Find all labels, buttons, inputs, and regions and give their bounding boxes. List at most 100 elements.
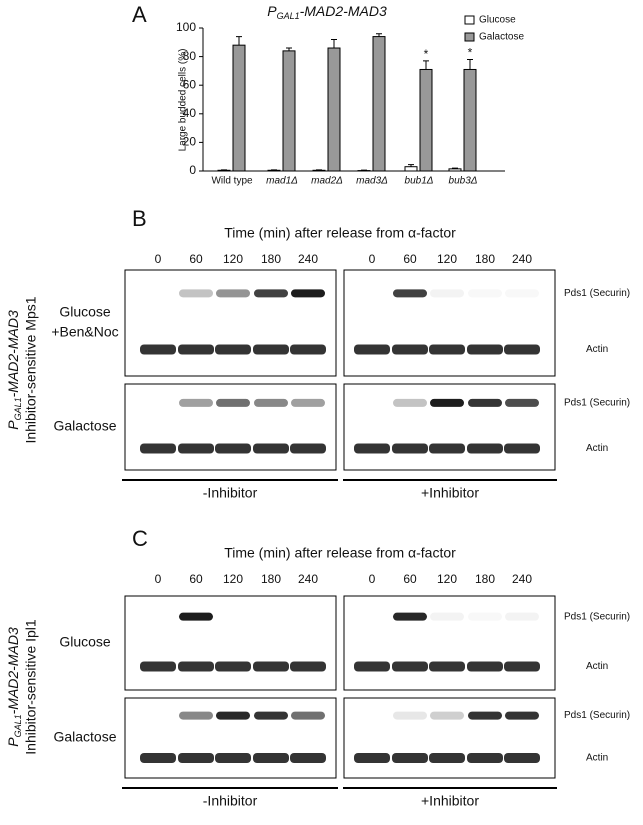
strain-label: Inhibitor-sensitive Ipl1	[23, 619, 39, 755]
band	[392, 753, 428, 763]
band	[429, 344, 465, 355]
genotype-part: -MAD2-MAD3	[300, 3, 387, 19]
x-tick-label: bub3Δ	[449, 176, 478, 187]
blot	[343, 383, 556, 471]
band	[140, 344, 176, 355]
genotype-part: -MAD2-MAD3	[5, 310, 21, 397]
blot	[124, 383, 337, 471]
panel-label: C	[132, 526, 148, 551]
band	[467, 344, 503, 355]
blot	[124, 269, 337, 377]
time-label: 180	[475, 572, 495, 586]
panel-label: B	[132, 206, 147, 231]
y-tick-label: 60	[183, 77, 197, 91]
time-title: Time (min) after release from α-factor	[224, 545, 456, 561]
blot	[124, 697, 337, 779]
genotype-part: -MAD2-MAD3	[5, 627, 21, 714]
band	[290, 443, 326, 454]
band	[254, 711, 288, 720]
band	[179, 612, 213, 621]
bar	[463, 68, 477, 172]
genotype-subscript: GAL1	[13, 397, 23, 420]
error-bar	[286, 47, 292, 51]
band	[178, 753, 214, 763]
band	[504, 344, 540, 355]
band	[216, 398, 250, 407]
band	[393, 711, 427, 720]
strain-label: Inhibitor-sensitive Mps1	[23, 296, 39, 443]
bar	[448, 168, 462, 172]
time-label: 0	[369, 572, 376, 586]
genotype-subscript: GAL1	[277, 11, 300, 21]
band	[216, 711, 250, 720]
condition-label: Glucose	[59, 304, 111, 320]
condition-label: Galactose	[53, 729, 116, 745]
band-label: Pds1 (Securin)	[564, 611, 630, 622]
genotype-part: P	[5, 737, 21, 747]
band	[505, 612, 539, 621]
time-label: 120	[223, 572, 243, 586]
band	[179, 398, 213, 407]
band	[467, 753, 503, 763]
band	[393, 398, 427, 407]
band-label: Actin	[586, 344, 608, 355]
band	[468, 711, 502, 720]
band	[468, 398, 502, 407]
blot	[343, 595, 556, 691]
time-label: 240	[298, 252, 318, 266]
band	[178, 344, 214, 355]
band	[468, 613, 502, 621]
band	[430, 711, 464, 720]
legend-swatch	[464, 32, 475, 42]
time-label: 0	[369, 252, 376, 266]
band	[178, 661, 214, 672]
band	[505, 289, 539, 297]
band	[215, 344, 251, 355]
bar	[404, 166, 418, 172]
error-bar	[331, 38, 337, 49]
error-bar	[408, 164, 414, 167]
band-label: Pds1 (Securin)	[564, 398, 630, 409]
time-label: 180	[261, 252, 281, 266]
band	[290, 753, 326, 763]
bar	[267, 169, 281, 172]
genotype: PGAL1-MAD2-MAD3	[5, 627, 24, 747]
band-label: Actin	[586, 443, 608, 454]
bar	[312, 169, 326, 172]
blot	[124, 595, 337, 691]
band	[504, 661, 540, 672]
band	[392, 344, 428, 355]
band	[429, 443, 465, 454]
legend-label: Galactose	[479, 32, 524, 43]
bar	[217, 169, 231, 172]
time-label: 60	[403, 252, 417, 266]
time-label: 240	[512, 252, 532, 266]
x-tick-label: Wild type	[211, 176, 253, 187]
band	[140, 753, 176, 763]
panel-label: A	[132, 2, 147, 27]
y-tick-label: 100	[176, 20, 196, 34]
y-axis-label: Large budded cells (%)	[178, 49, 189, 152]
band	[430, 289, 464, 298]
band	[290, 661, 326, 672]
band	[430, 612, 464, 621]
treatment-label: +Inhibitor	[421, 485, 479, 501]
x-tick-label: mad3Δ	[356, 176, 388, 187]
band	[291, 289, 325, 298]
band	[291, 398, 325, 407]
treatment-label: +Inhibitor	[421, 793, 479, 809]
band	[140, 661, 176, 672]
annotation: *	[468, 46, 473, 60]
error-bar	[467, 58, 473, 70]
band	[393, 612, 427, 621]
blot	[343, 269, 556, 377]
time-label: 60	[189, 572, 203, 586]
error-bar	[452, 167, 458, 169]
time-label: 0	[155, 572, 162, 586]
time-label: 180	[475, 252, 495, 266]
band	[253, 661, 289, 672]
bar	[419, 68, 433, 172]
blot	[343, 697, 556, 779]
band	[504, 443, 540, 454]
